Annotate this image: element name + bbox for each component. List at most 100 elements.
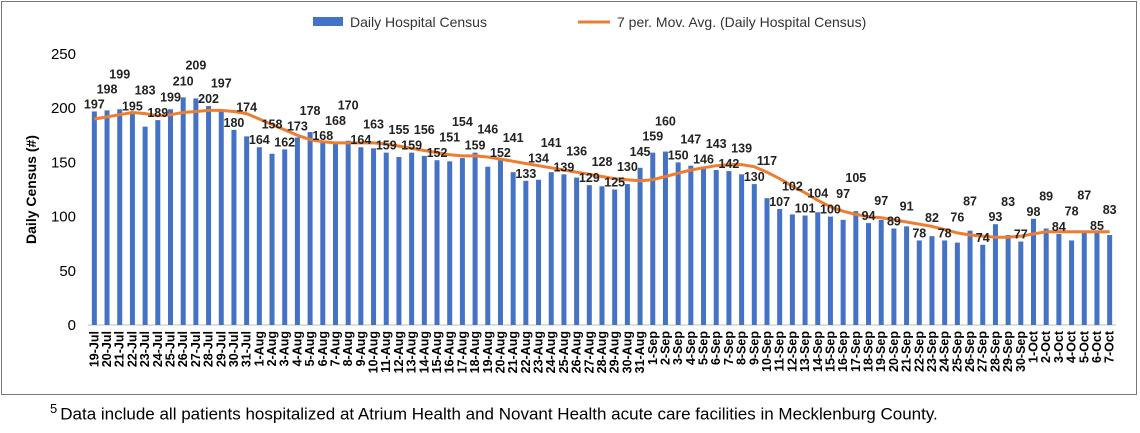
x-tick-label: 6-Sep [709, 331, 723, 365]
x-tick-label: 26-Jul [176, 331, 190, 367]
data-label: 139 [731, 141, 752, 155]
x-tick-label: 14-Aug [417, 331, 431, 373]
bar [1056, 233, 1062, 325]
data-label: 155 [389, 123, 410, 137]
x-tick-label: 26-Aug [570, 331, 584, 373]
bar [345, 140, 351, 325]
bar [840, 219, 846, 325]
x-tick-label: 24-Aug [544, 331, 558, 373]
bar [1094, 232, 1100, 325]
bar [231, 129, 237, 325]
y-tick-label: 0 [68, 317, 76, 334]
x-tick-label: 3-Aug [278, 331, 292, 366]
bar [891, 228, 897, 325]
x-tick-label: 1-Oct [1027, 330, 1041, 363]
chart-frame [1, 1, 1137, 395]
x-tick-label: 10-Aug [367, 331, 381, 373]
bar [358, 147, 364, 325]
data-label: 87 [963, 195, 977, 209]
x-tick-label: 29-Sep [1001, 331, 1015, 372]
data-label: 209 [185, 58, 206, 72]
x-tick-label: 4-Oct [1065, 330, 1079, 363]
x-tick-label: 12-Sep [785, 331, 799, 372]
x-tick-label: 7-Oct [1103, 330, 1117, 363]
bar [916, 240, 922, 325]
x-tick-label: 8-Aug [341, 331, 355, 366]
x-tick-label: 5-Aug [303, 331, 317, 366]
x-tick-label: 30-Jul [227, 331, 241, 367]
bar [447, 161, 453, 325]
data-label: 82 [925, 211, 939, 225]
x-tick-label: 18-Aug [468, 331, 482, 373]
data-label: 105 [845, 171, 866, 185]
data-label: 170 [338, 99, 359, 113]
y-tick-label: 50 [59, 263, 76, 280]
x-tick-label: 20-Aug [493, 331, 507, 373]
bar [167, 109, 173, 325]
bar [713, 169, 719, 325]
bar [688, 165, 694, 325]
bar [421, 155, 427, 325]
x-tick-label: 31-Aug [633, 331, 647, 373]
bar [459, 158, 465, 325]
bar [815, 212, 821, 325]
x-tick-label: 28-Sep [988, 331, 1002, 372]
bar [739, 174, 745, 325]
bar [853, 211, 859, 325]
data-label: 128 [592, 155, 613, 169]
x-tick-label: 10-Sep [760, 331, 774, 372]
bar [307, 132, 313, 325]
data-label: 143 [706, 137, 727, 151]
data-label: 152 [427, 146, 448, 160]
x-tick-label: 26-Sep [963, 331, 977, 372]
data-label: 83 [1103, 203, 1117, 217]
data-label: 89 [887, 215, 901, 229]
data-label: 145 [630, 145, 651, 159]
data-label: 154 [452, 115, 473, 129]
bar [980, 244, 986, 325]
x-tick-label: 29-Jul [214, 331, 228, 367]
x-tick-label: 21-Sep [900, 331, 914, 372]
x-tick-label: 23-Jul [138, 331, 152, 367]
bar [383, 152, 389, 325]
x-tick-label: 23-Aug [532, 331, 546, 373]
x-tick-label: 28-Aug [595, 331, 609, 373]
x-tick-label: 15-Sep [823, 331, 837, 372]
x-tick-label: 24-Jul [151, 331, 165, 367]
data-label: 210 [173, 74, 194, 88]
bar [624, 184, 630, 325]
x-tick-label: 22-Sep [912, 331, 926, 372]
x-tick-label: 24-Sep [938, 331, 952, 372]
x-tick-label: 27-Aug [582, 331, 596, 373]
x-tick-label: 4-Aug [290, 331, 304, 366]
bar [904, 226, 910, 325]
data-label: 159 [465, 139, 486, 153]
x-tick-label: 19-Jul [87, 331, 101, 367]
bar [612, 189, 618, 325]
bar [510, 172, 516, 325]
data-label: 98 [1027, 205, 1041, 219]
data-label: 133 [515, 167, 536, 181]
x-tick-label: 9-Sep [747, 331, 761, 365]
bar [650, 152, 656, 325]
data-label: 141 [503, 131, 524, 145]
bar [1107, 235, 1113, 325]
data-label: 97 [874, 194, 888, 208]
x-tick-label: 23-Sep [925, 331, 939, 372]
footnote-marker: 5 [50, 401, 58, 416]
data-label: 134 [528, 152, 549, 166]
bar [485, 166, 491, 325]
x-tick-label: 18-Sep [862, 331, 876, 372]
bar [726, 171, 732, 325]
bar [244, 136, 250, 325]
x-tick-label: 27-Jul [189, 331, 203, 367]
data-label: 164 [249, 133, 270, 147]
x-tick-label: 22-Aug [519, 331, 533, 373]
hospital-census-chart: 0 50 100 150 200 250 Daily Census (#) Daily Hos… [23, 14, 1117, 373]
bar [332, 142, 338, 325]
data-label: 130 [744, 170, 765, 184]
bar [472, 152, 478, 325]
y-axis-title: Daily Census (#) [23, 135, 39, 244]
bar [104, 110, 110, 325]
data-label: 146 [693, 153, 714, 167]
